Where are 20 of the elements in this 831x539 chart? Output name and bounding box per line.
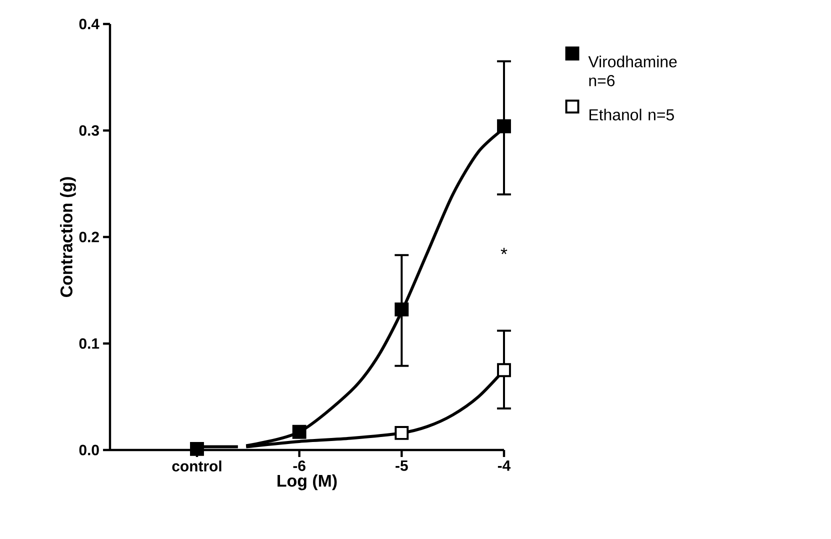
point <box>394 426 409 440</box>
y-tick-label: 0.0 <box>79 444 99 456</box>
x-tick-label: -6 <box>293 460 306 472</box>
annotation: * <box>500 248 508 254</box>
y-axis-title: Contraction (g) <box>60 177 76 297</box>
x-axis-title: Log (M) <box>278 474 337 490</box>
x-tick-label: control <box>172 460 222 472</box>
point <box>190 442 204 456</box>
y-tick-label: 0.3 <box>79 125 99 136</box>
y-tick-label: 0.1 <box>79 338 100 349</box>
y-tick-label: 0.2 <box>79 232 99 242</box>
point <box>497 119 511 134</box>
text: Virodhamine n=6 <box>588 56 677 86</box>
point <box>292 424 306 439</box>
legend-label: Ethanol n=5 <box>590 108 674 120</box>
x-tick-label: -4 <box>498 460 511 471</box>
point <box>394 302 409 316</box>
point <box>497 363 511 378</box>
y-tick-label: 0.4 <box>79 18 100 30</box>
x-tick-label: -5 <box>396 460 408 471</box>
